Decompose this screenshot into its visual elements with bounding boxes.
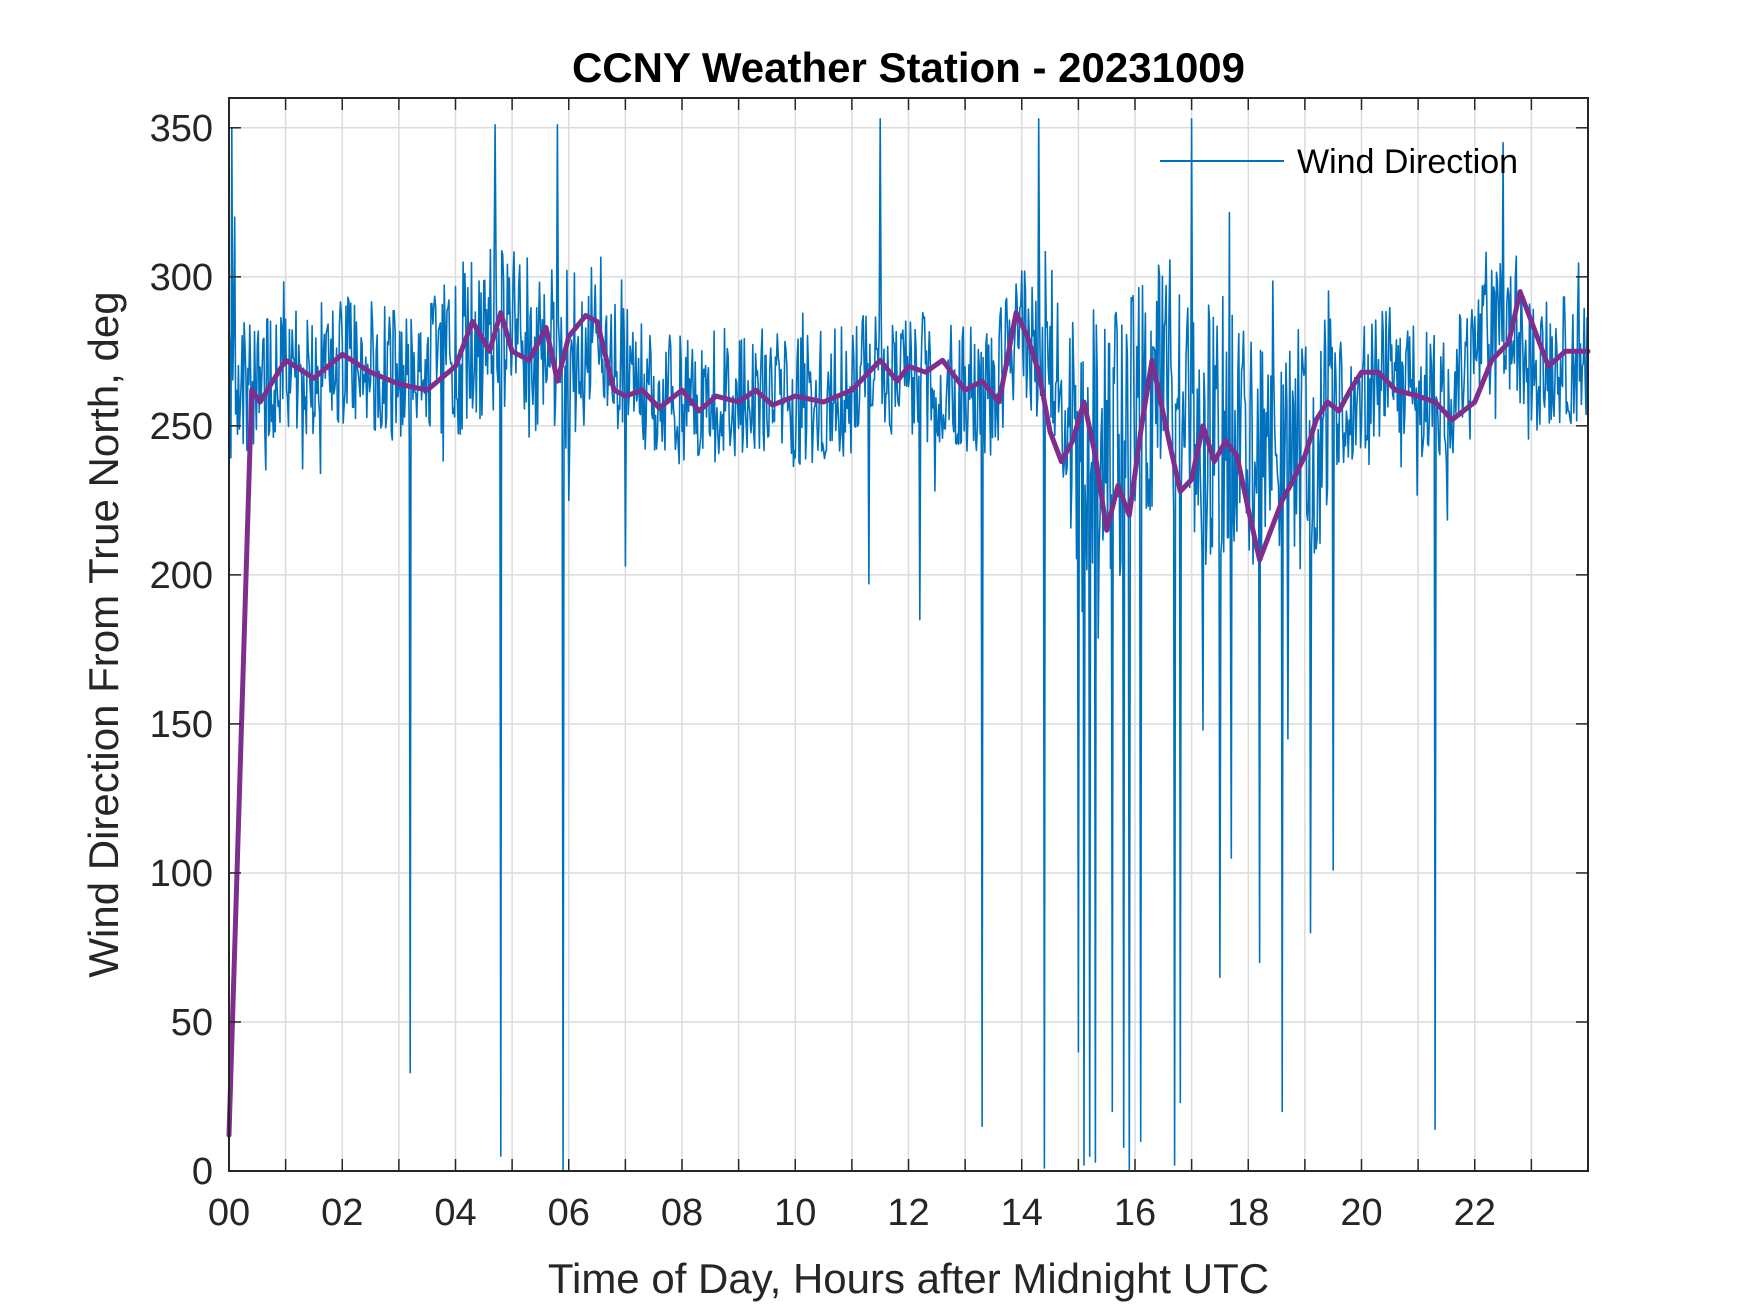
x-tick-label: 10 <box>774 1192 816 1234</box>
series-smoothed-line <box>226 289 1591 1138</box>
legend: Wind Direction <box>1160 143 1518 181</box>
series-wind-direction-line <box>228 118 1588 1172</box>
y-tick-label: 300 <box>150 257 213 299</box>
grid-lines <box>229 98 1588 1171</box>
x-tick-label: 16 <box>1114 1192 1156 1234</box>
y-tick-labels: 0 50 100 150 200 250 300 350 <box>150 108 213 1193</box>
x-tick-label: 18 <box>1227 1192 1269 1234</box>
x-tick-label: 04 <box>434 1192 476 1234</box>
y-tick-label: 200 <box>150 555 213 597</box>
x-tick-label: 08 <box>661 1192 703 1234</box>
x-tick-label: 20 <box>1340 1192 1382 1234</box>
legend-label-wind-direction: Wind Direction <box>1297 143 1518 181</box>
x-tick-label: 06 <box>548 1192 590 1234</box>
y-tick-label: 350 <box>150 108 213 150</box>
data-layer <box>226 118 1591 1172</box>
plot-area <box>226 97 1591 1172</box>
y-tick-label: 0 <box>192 1151 213 1193</box>
tick-marks <box>229 98 1588 1172</box>
x-tick-label: 02 <box>321 1192 363 1234</box>
x-axis-title: Time of Day, Hours after Midnight UTC <box>548 1255 1269 1302</box>
chart-title: CCNY Weather Station - 20231009 <box>572 44 1245 91</box>
y-tick-label: 250 <box>150 406 213 448</box>
x-tick-label: 12 <box>887 1192 929 1234</box>
y-tick-label: 50 <box>171 1002 213 1044</box>
x-tick-labels: 00 02 04 06 08 10 12 14 16 18 20 22 <box>208 1192 1496 1234</box>
x-tick-label: 00 <box>208 1192 250 1234</box>
x-tick-label: 14 <box>1001 1192 1043 1234</box>
y-tick-label: 100 <box>150 853 213 895</box>
y-tick-label: 150 <box>150 704 213 746</box>
x-tick-label: 22 <box>1454 1192 1496 1234</box>
y-axis-title: Wind Direction From True North, deg <box>80 291 127 977</box>
